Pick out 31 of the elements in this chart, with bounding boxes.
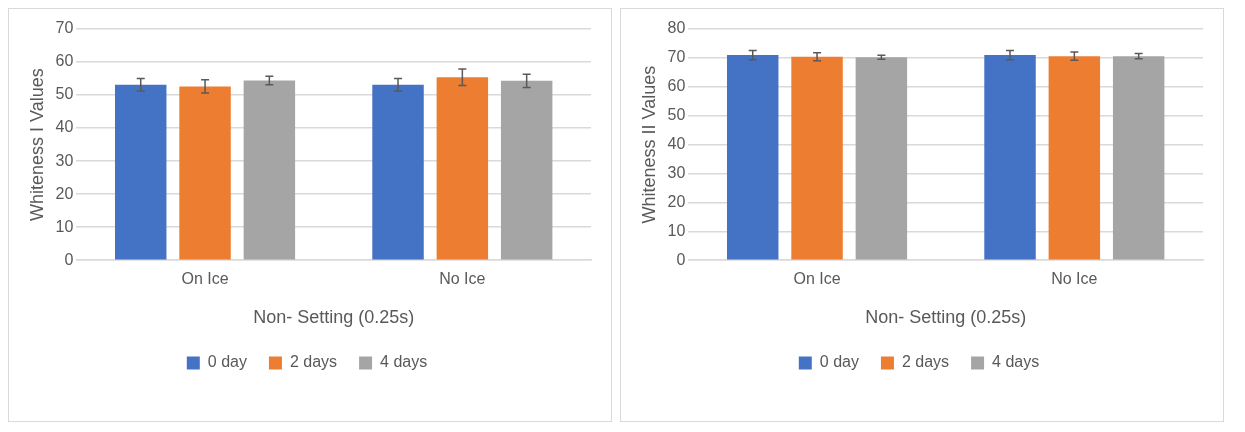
legend-label: 0 day: [207, 353, 247, 371]
x-tick-label: On Ice: [793, 270, 841, 288]
y-tick-label: 70: [55, 19, 74, 37]
y-tick-label: 20: [667, 192, 686, 210]
legend-label: 0 day: [819, 353, 859, 371]
legend-label: 2 days: [289, 353, 338, 371]
y-tick-label: 50: [667, 106, 686, 124]
y-axis-title: Whiteness I Values: [26, 68, 47, 221]
y-tick-label: 10: [55, 217, 74, 235]
y-tick-label: 30: [667, 163, 686, 181]
y-tick-label: 10: [667, 221, 686, 239]
y-tick-label: 40: [667, 135, 686, 153]
legend-label: 4 days: [380, 353, 428, 371]
x-axis-title: Non- Setting (0.25s): [253, 307, 415, 328]
y-tick-label: 0: [676, 250, 686, 268]
y-tick-label: 60: [667, 77, 686, 95]
y-tick-label: 30: [55, 151, 74, 169]
legend-label: 4 days: [992, 353, 1040, 371]
y-tick-label: 20: [55, 184, 74, 202]
y-tick-label: 80: [667, 19, 686, 37]
y-axis-title: Whiteness II Values: [638, 65, 659, 224]
x-axis-title: Non- Setting (0.25s): [865, 307, 1027, 328]
x-tick-label: No Ice: [439, 270, 486, 288]
y-tick-label: 70: [667, 48, 686, 66]
legend-label: 2 days: [901, 353, 950, 371]
y-tick-label: 0: [64, 250, 74, 268]
x-tick-label: No Ice: [1051, 270, 1098, 288]
y-tick-label: 40: [55, 118, 74, 136]
x-tick-label: On Ice: [181, 270, 229, 288]
y-tick-label: 50: [55, 85, 74, 103]
y-tick-label: 60: [55, 52, 74, 70]
